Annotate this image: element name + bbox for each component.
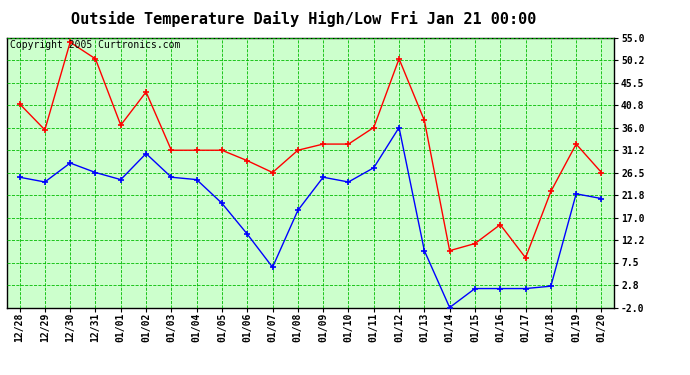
Text: Outside Temperature Daily High/Low Fri Jan 21 00:00: Outside Temperature Daily High/Low Fri J… bbox=[71, 11, 536, 27]
Text: Copyright 2005 Curtronics.com: Copyright 2005 Curtronics.com bbox=[10, 40, 180, 50]
